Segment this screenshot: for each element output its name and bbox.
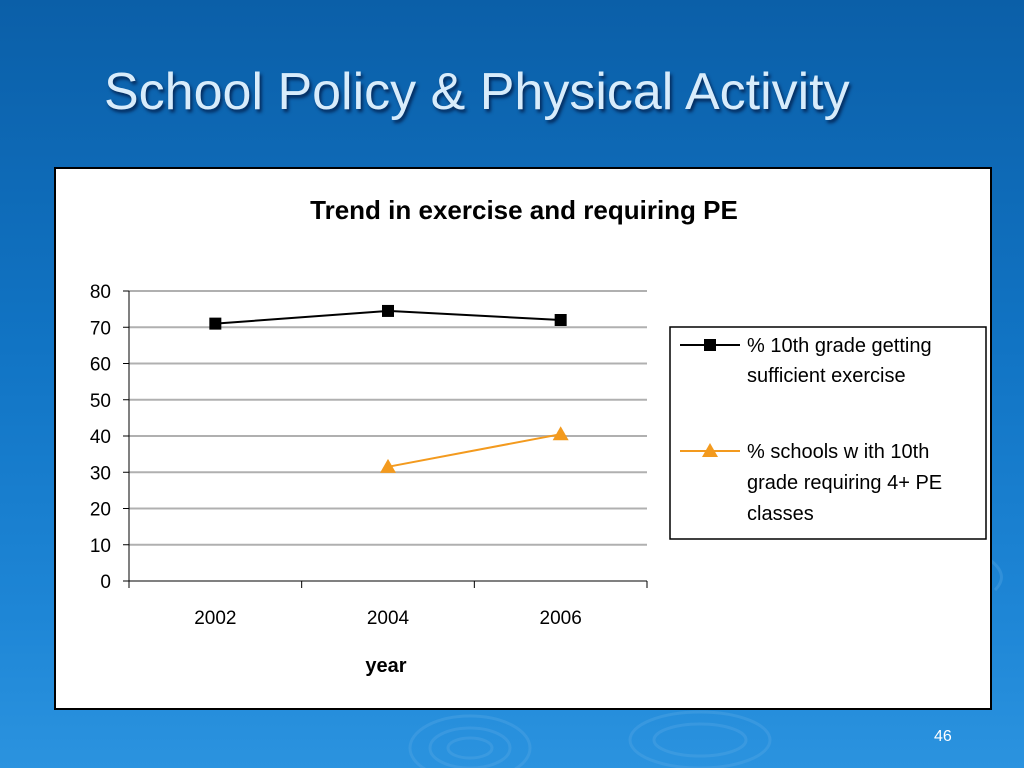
x-axis-label: year (365, 655, 406, 677)
y-tick-label: 40 (90, 427, 111, 448)
chart-title: Trend in exercise and requiring PE (310, 195, 738, 225)
y-tick-label: 50 (90, 391, 111, 412)
y-tick-label: 30 (90, 463, 111, 484)
series-line-2 (387, 433, 561, 468)
page-number: 46 (934, 728, 952, 745)
y-tick-label: 60 (90, 355, 111, 376)
legend-label-1: % 10th grade getting sufficient exercise (747, 335, 932, 387)
data-point-series-1 (209, 317, 222, 330)
legend-label-line: % 10th grade getting (747, 335, 932, 357)
x-tick-label: 2002 (194, 608, 236, 629)
y-tick-label: 20 (90, 500, 111, 521)
legend-label-2: % schools w ith 10th grade requiring 4+ P… (747, 441, 942, 525)
legend-marker-1 (704, 339, 716, 351)
y-tick-label: 80 (90, 282, 111, 303)
x-tick-label: 2006 (540, 608, 582, 629)
x-tick-label: 2004 (367, 608, 410, 629)
data-point-series-1 (554, 314, 567, 326)
data-point-series-1 (382, 304, 394, 317)
y-tick-label: 0 (100, 572, 111, 593)
legend-marker-2 (702, 443, 718, 457)
data-point-series-2 (552, 426, 569, 441)
line-chart: Trend in exercise and requiring PE 0 10 20 3… (90, 195, 987, 677)
y-tick-label: 70 (90, 318, 111, 339)
y-tick-label: 10 (90, 536, 111, 557)
data-point-series-2 (380, 458, 396, 473)
legend-label-line: % schools w ith 10th (747, 441, 929, 463)
legend-label-line: grade requiring 4+ PE (747, 472, 942, 494)
slide-title: School Policy & Physical Activity (104, 63, 850, 121)
legend-box (669, 326, 987, 540)
chart-container: Trend in exercise and requiring PE 0 10 20 3… (54, 167, 992, 710)
legend-label-line: classes (747, 503, 814, 525)
legend-label-line: sufficient exercise (747, 365, 906, 387)
